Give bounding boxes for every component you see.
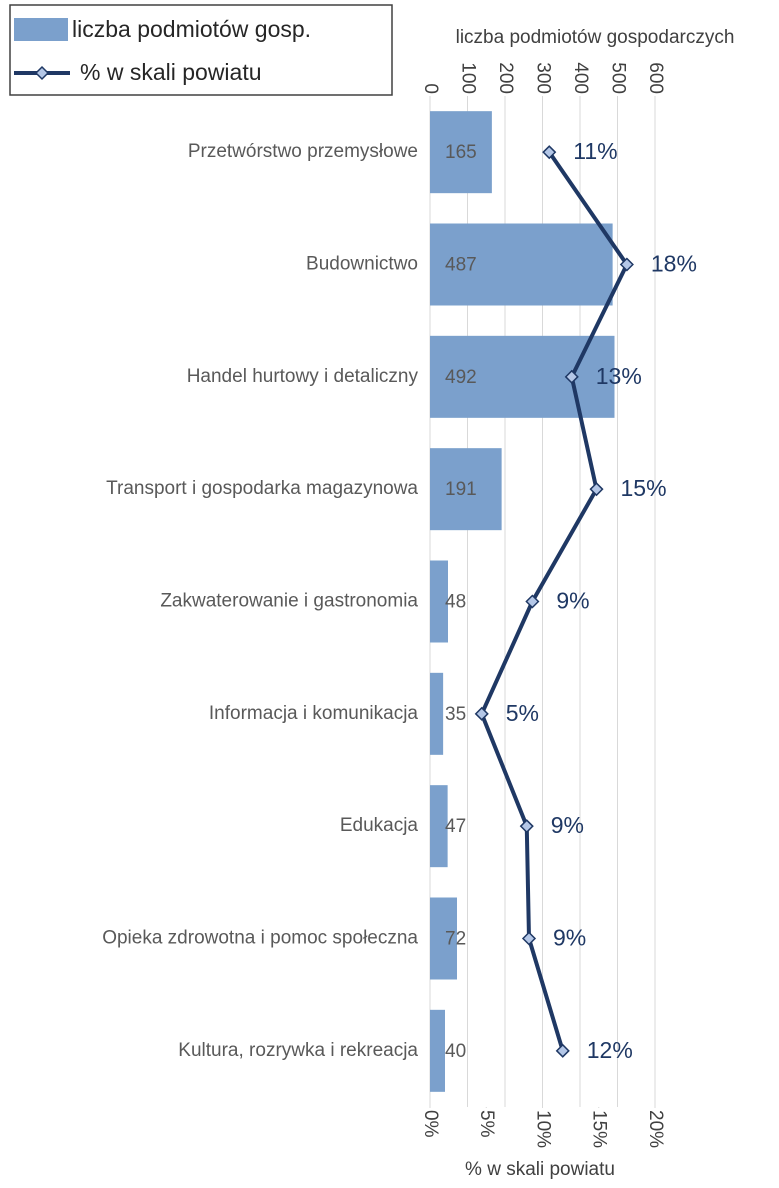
- bar-value-label: 492: [445, 367, 477, 388]
- bar: [430, 897, 457, 980]
- bar: [430, 111, 492, 194]
- bar-value-label: 165: [445, 142, 477, 163]
- category-label: Kultura, rozrywka i rekreacja: [178, 1040, 418, 1061]
- marker: [589, 482, 604, 497]
- category-label: Przetwórstwo przemysłowe: [188, 141, 418, 162]
- marker: [474, 706, 489, 721]
- bar-value-label: 487: [445, 255, 477, 276]
- category-label: Zakwaterowanie i gastronomia: [160, 591, 418, 612]
- bottom-tick-label: 10%: [532, 1110, 553, 1148]
- category-label: Handel hurtowy i detaliczny: [187, 366, 419, 387]
- top-axis-title: liczba podmiotów gospodarczych: [456, 27, 735, 48]
- category-label: Edukacja: [340, 815, 419, 836]
- top-tick-label: 100: [457, 62, 478, 94]
- bottom-tick-label: 20%: [645, 1110, 666, 1148]
- bar: [430, 672, 444, 755]
- category-label: Budownictwo: [306, 254, 418, 275]
- bottom-axis-title: % w skali powiatu: [465, 1159, 615, 1180]
- legend-marker: [34, 65, 50, 81]
- marker: [521, 931, 537, 946]
- top-tick-label: 400: [570, 62, 591, 94]
- top-tick-label: 300: [532, 62, 553, 94]
- marker: [564, 369, 579, 384]
- top-tick-label: 0: [420, 83, 441, 94]
- bottom-tick-label: 15%: [589, 1110, 610, 1148]
- legend-swatch: [14, 18, 68, 41]
- category-label: Transport i gospodarka magazynowa: [106, 478, 418, 499]
- marker: [525, 594, 540, 609]
- category-label: Opieka zdrowotna i pomoc społeczna: [102, 928, 418, 949]
- bar: [430, 785, 448, 868]
- line-value-label: 13%: [596, 363, 642, 389]
- marker: [619, 257, 634, 272]
- bar: [430, 223, 613, 306]
- line-value-label: 12%: [587, 1037, 633, 1063]
- bar-value-label: 40: [445, 1041, 466, 1062]
- bar-value-label: 72: [445, 929, 466, 950]
- bottom-tick-label: 0%: [420, 1110, 441, 1138]
- legend-label: liczba podmiotów gosp.: [72, 16, 311, 42]
- line-value-label: 9%: [553, 925, 586, 951]
- top-tick-label: 500: [607, 62, 628, 94]
- line-value-label: 18%: [651, 251, 697, 277]
- marker: [519, 819, 534, 834]
- bar-value-label: 47: [445, 816, 466, 837]
- line-value-label: 9%: [556, 588, 589, 614]
- marker: [542, 145, 557, 160]
- legend-label: % w skali powiatu: [80, 59, 262, 85]
- bar: [430, 1009, 445, 1092]
- bar: [430, 448, 502, 531]
- line-value-label: 9%: [551, 812, 584, 838]
- bar: [430, 560, 448, 643]
- top-tick-label: 600: [645, 62, 666, 94]
- bar-value-label: 35: [445, 704, 466, 725]
- bottom-tick-label: 5%: [476, 1110, 497, 1138]
- line-value-label: 5%: [506, 700, 539, 726]
- top-tick-label: 200: [495, 62, 516, 94]
- marker: [555, 1043, 570, 1058]
- line-value-label: 15%: [621, 475, 667, 501]
- legend-box: [9, 4, 393, 96]
- bar-value-label: 48: [445, 592, 466, 613]
- bar-value-label: 191: [445, 479, 477, 500]
- category-label: Informacja i komunikacja: [209, 703, 419, 724]
- line-value-label: 11%: [573, 138, 617, 164]
